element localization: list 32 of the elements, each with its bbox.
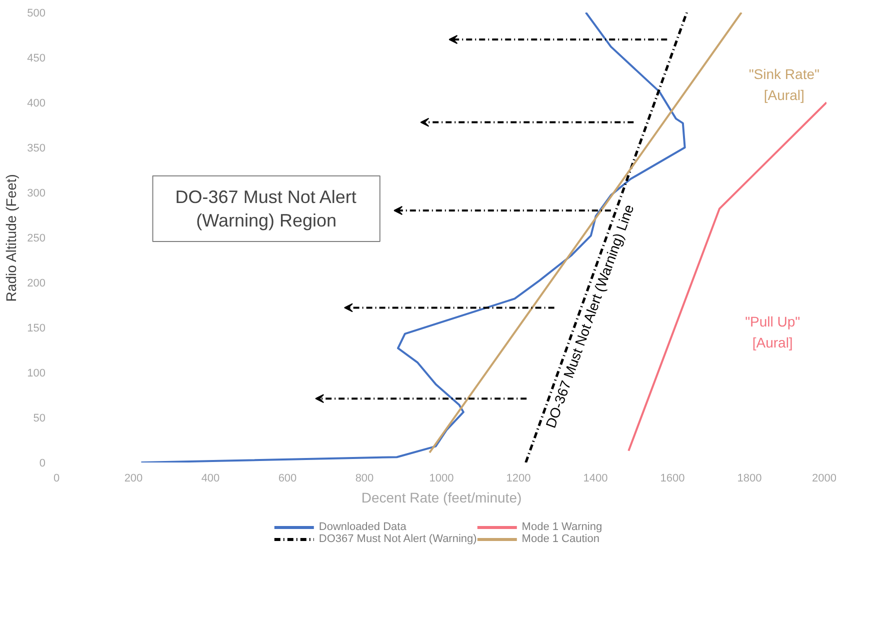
x-tick-label: 1000: [429, 472, 454, 484]
y-tick-label: 100: [27, 368, 46, 380]
x-tick-label: 1400: [583, 472, 608, 484]
legend-label: Mode 1 Warning: [522, 521, 602, 533]
x-tick-label: 400: [201, 472, 220, 484]
x-tick-label: 1800: [737, 472, 762, 484]
y-tick-label: 150: [27, 322, 46, 334]
line-series: [140, 12, 686, 462]
y-tick-label: 450: [27, 52, 46, 64]
legend-label: Downloaded Data: [318, 521, 406, 533]
x-tick-label: 200: [124, 472, 143, 484]
annotation: "Pull Up" [Aural]: [745, 314, 800, 350]
legend-label: DO367 Must Not Alert (Warning): [318, 533, 477, 545]
y-tick-label: 250: [27, 232, 46, 244]
y-tick-label: 500: [27, 8, 46, 20]
y-tick-label: 300: [27, 188, 46, 200]
y-tick-label: 0: [39, 458, 46, 470]
x-tick-label: 2000: [812, 472, 837, 484]
x-tick-label: 1200: [506, 472, 531, 484]
legend-label: Mode 1 Caution: [522, 533, 600, 545]
annotation: DO-367 Must Not Alert (Warning) Region: [175, 187, 356, 230]
y-axis-title: Radio Altitude (Feet): [3, 174, 20, 302]
x-tick-label: 600: [278, 472, 297, 484]
x-tick-label: 1600: [660, 472, 685, 484]
y-tick-label: 350: [27, 142, 46, 154]
x-tick-label: 0: [53, 472, 60, 484]
y-tick-label: 50: [33, 412, 46, 424]
x-tick-label: 800: [355, 472, 374, 484]
x-axis-title: Decent Rate (feet/minute): [361, 490, 522, 506]
annotation: "Sink Rate" [Aural]: [748, 66, 820, 103]
y-tick-label: 200: [27, 278, 46, 290]
y-tick-label: 400: [27, 98, 46, 110]
